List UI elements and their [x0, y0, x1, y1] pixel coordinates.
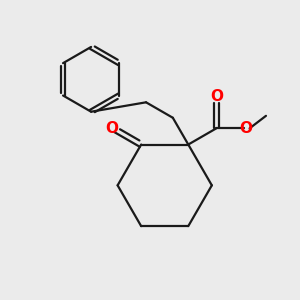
- Text: O: O: [239, 121, 252, 136]
- Text: O: O: [210, 89, 223, 104]
- Text: O: O: [106, 121, 118, 136]
